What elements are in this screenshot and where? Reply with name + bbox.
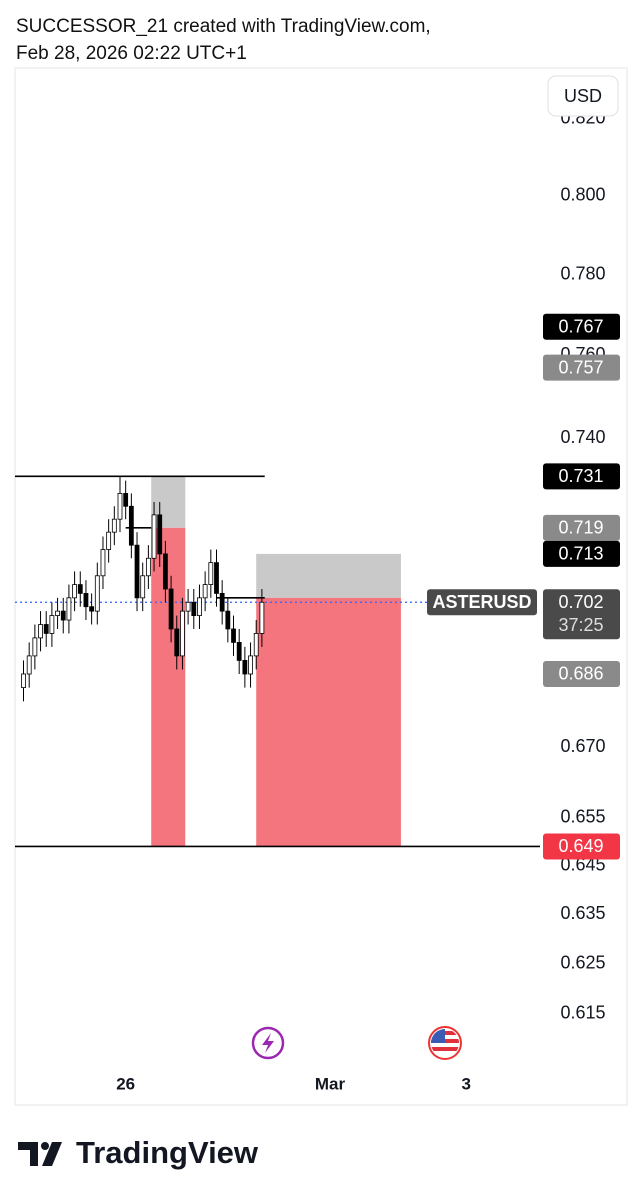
price-label: [543, 463, 620, 490]
candle-body: [111, 518, 117, 533]
candle-body: [197, 597, 202, 616]
price-label-text: 0.713: [558, 544, 603, 564]
y-tick-label: 0.800: [560, 184, 605, 204]
candle-body: [208, 562, 214, 585]
candle-body: [185, 601, 191, 612]
candle-body: [214, 562, 219, 594]
currency-button[interactable]: [547, 75, 619, 117]
price-label: [543, 354, 620, 381]
price-label-text: 0.686: [558, 664, 603, 684]
price-label-text: 0.731: [558, 466, 603, 486]
candle-body: [21, 673, 26, 689]
candle-body: [259, 601, 265, 634]
candle-body: [151, 514, 157, 559]
x-tick-label: Mar: [315, 1074, 346, 1093]
last-price-box: [543, 589, 620, 640]
candle-body: [94, 575, 100, 612]
y-tick-label: 0.740: [560, 427, 605, 447]
brand: TradingView: [76, 1135, 259, 1170]
candle-body: [77, 584, 83, 594]
x-tick-label: 3: [461, 1074, 470, 1093]
price-label-text: 0.719: [558, 518, 603, 538]
candle-body: [66, 597, 72, 621]
candle-body: [191, 601, 197, 616]
candle-body: [32, 637, 38, 657]
candle-body: [128, 505, 134, 546]
candle-body: [43, 624, 49, 634]
currency-text: USD: [564, 86, 602, 106]
price-label: [543, 540, 620, 567]
target-zone: [151, 527, 186, 847]
stop-zone: [151, 476, 186, 528]
candle-body: [174, 628, 180, 657]
symbol-tag: [427, 589, 537, 616]
countdown: 37:25: [558, 615, 603, 635]
logo-mark: [42, 1142, 62, 1166]
candle-body: [242, 660, 248, 675]
candle-body: [163, 553, 168, 590]
y-tick-label: 0.625: [560, 952, 605, 972]
candle-body: [60, 610, 66, 621]
candle-body: [100, 549, 106, 577]
candle-body: [180, 610, 185, 657]
candle-body: [202, 584, 208, 599]
symbol-name: ASTERUSD: [432, 592, 531, 612]
chart-frame: [14, 67, 628, 1106]
y-tick-label: 0.615: [560, 1003, 605, 1023]
candle-body: [134, 544, 140, 599]
candle-body: [140, 575, 146, 599]
header-subtitle: Feb 28, 2026 02:22 UTC+1: [16, 43, 247, 64]
candle-body: [225, 610, 231, 630]
candle-body: [26, 655, 32, 675]
y-tick-label: 0.635: [560, 903, 605, 923]
candle-body: [168, 588, 174, 630]
candle-body: [219, 593, 225, 612]
lightning: [262, 1033, 274, 1053]
candle-body: [106, 531, 112, 550]
candle-body: [253, 633, 259, 657]
candle-body: [49, 615, 55, 634]
candle-body: [248, 655, 253, 675]
y-tick-label: 0.780: [560, 263, 605, 283]
candle-body: [117, 493, 123, 520]
candle-body: [123, 493, 129, 507]
target-zone: [256, 597, 401, 847]
candle-body: [157, 514, 163, 555]
logo-dot: [41, 1142, 49, 1150]
candle-body: [231, 628, 236, 643]
event-icons: [251, 1026, 462, 1060]
candle-body: [83, 593, 89, 608]
price-label: [543, 514, 620, 541]
stop-zone: [256, 553, 401, 598]
candle-body: [38, 624, 43, 639]
header-title: SUCCESSOR_21 created with TradingView.co…: [16, 16, 431, 37]
price-label-text: 0.757: [558, 357, 603, 377]
price-label: [543, 660, 620, 687]
us-flag: [431, 1029, 459, 1057]
y-tick-label: 0.655: [560, 807, 605, 827]
x-tick-label: 26: [116, 1074, 135, 1093]
candle-body: [89, 606, 95, 612]
candle-body: [145, 557, 151, 577]
logo: TradingView: [18, 1135, 259, 1170]
candle-body: [72, 584, 77, 599]
price-label-text: 0.649: [558, 836, 603, 856]
candle-body: [55, 610, 60, 616]
logo-mark: [18, 1142, 38, 1166]
price-label: [543, 833, 620, 860]
price-label-text: 0.767: [558, 317, 603, 337]
last-price-text: 0.702: [558, 592, 603, 612]
y-tick-label: 0.670: [560, 736, 605, 756]
candle-body: [236, 642, 242, 661]
price-label: [543, 313, 620, 340]
